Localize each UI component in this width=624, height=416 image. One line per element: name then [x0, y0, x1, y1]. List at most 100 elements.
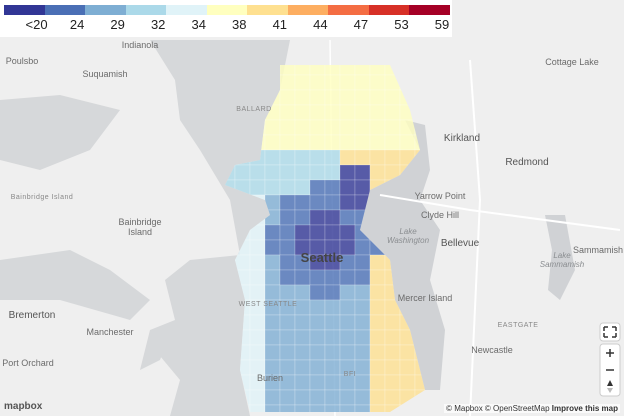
- district: [249, 404, 266, 412]
- district: [294, 149, 311, 166]
- district: [264, 314, 281, 331]
- legend-label: 38: [232, 17, 247, 32]
- improve-map-link[interactable]: Improve this map: [551, 404, 618, 413]
- water: [360, 120, 445, 390]
- legend-swatch: [85, 5, 126, 15]
- compass-icon[interactable]: [607, 380, 613, 386]
- district: [354, 314, 371, 331]
- district: [309, 104, 326, 121]
- district: [369, 134, 386, 151]
- district: [309, 179, 326, 196]
- fullscreen-button[interactable]: [599, 322, 621, 342]
- place-label: Newcastle: [471, 345, 513, 355]
- district: [279, 314, 296, 331]
- district: [369, 104, 386, 121]
- district: [384, 134, 401, 151]
- attribution: © Mapbox © OpenStreetMap Improve this ma…: [444, 404, 620, 413]
- district: [384, 89, 401, 106]
- district: [294, 404, 311, 412]
- district: [399, 359, 416, 376]
- map-controls[interactable]: [599, 322, 621, 397]
- district: [354, 74, 371, 91]
- mapbox-logo[interactable]: mapbox: [4, 401, 43, 412]
- district: [399, 374, 416, 391]
- district: [414, 89, 425, 106]
- district: [324, 119, 341, 136]
- district: [249, 314, 266, 331]
- district: [264, 329, 281, 346]
- legend-label: <20: [25, 17, 48, 32]
- legend-label: 53: [394, 17, 409, 32]
- legend-label: 44: [313, 17, 328, 32]
- district: [339, 344, 356, 361]
- district: [339, 134, 356, 151]
- district: [414, 404, 425, 412]
- district: [294, 314, 311, 331]
- district: [279, 209, 296, 226]
- district: [354, 329, 371, 346]
- district: [309, 194, 326, 211]
- district: [249, 179, 266, 196]
- district: [354, 239, 371, 256]
- district: [279, 179, 296, 196]
- place-labels: Indianola Poulsbo Suquamish Bainbridge Isla…: [2, 40, 623, 383]
- district: [279, 89, 296, 106]
- district: [324, 134, 341, 151]
- district: [294, 134, 311, 151]
- district: [309, 149, 326, 166]
- district: [354, 359, 371, 376]
- attribution-osm[interactable]: © OpenStreetMap: [484, 404, 550, 413]
- legend-swatch: [287, 5, 329, 15]
- zoom-in-icon[interactable]: [606, 349, 614, 357]
- district: [279, 269, 296, 286]
- legend-swatch: [247, 5, 288, 15]
- place-label: Manchester: [86, 327, 133, 337]
- district: [384, 65, 401, 76]
- district: [339, 209, 356, 226]
- district: [369, 149, 386, 166]
- district: [354, 284, 371, 301]
- district: [264, 119, 281, 136]
- legend-label: 41: [272, 17, 288, 32]
- district: [294, 389, 311, 406]
- district: [264, 134, 281, 151]
- district: [324, 284, 341, 301]
- district: [264, 269, 281, 286]
- district: [249, 239, 266, 256]
- district: [369, 329, 386, 346]
- district: [234, 254, 251, 271]
- district: [264, 179, 281, 196]
- district: [354, 119, 371, 136]
- place-label: Bainbridge: [118, 217, 161, 227]
- district: [369, 344, 386, 361]
- district: [324, 74, 341, 91]
- district: [249, 284, 266, 301]
- road: [379, 194, 621, 231]
- district: [309, 299, 326, 316]
- attribution-mapbox[interactable]: © Mapbox: [446, 404, 483, 413]
- district: [339, 269, 356, 286]
- district: [324, 299, 341, 316]
- legend-label: 59: [434, 17, 450, 32]
- district: [354, 374, 371, 391]
- district: [324, 344, 341, 361]
- district: [369, 164, 386, 181]
- place-label: Clyde Hill: [421, 210, 459, 220]
- district: [294, 284, 311, 301]
- district: [264, 239, 281, 256]
- district: [354, 269, 371, 286]
- place-label: Indianola: [122, 40, 159, 50]
- fullscreen-icon: [603, 326, 617, 338]
- district: [414, 65, 425, 76]
- district: [309, 314, 326, 331]
- place-label: BFI: [344, 371, 356, 378]
- district: [324, 149, 341, 166]
- district: [384, 344, 401, 361]
- district: [399, 389, 416, 406]
- place-label: Port Orchard: [2, 358, 54, 368]
- district: [294, 224, 311, 241]
- district: [309, 359, 326, 376]
- road: [469, 59, 482, 416]
- legend: <20 24 29 32 34 38 41 44 47 53 59: [0, 0, 452, 37]
